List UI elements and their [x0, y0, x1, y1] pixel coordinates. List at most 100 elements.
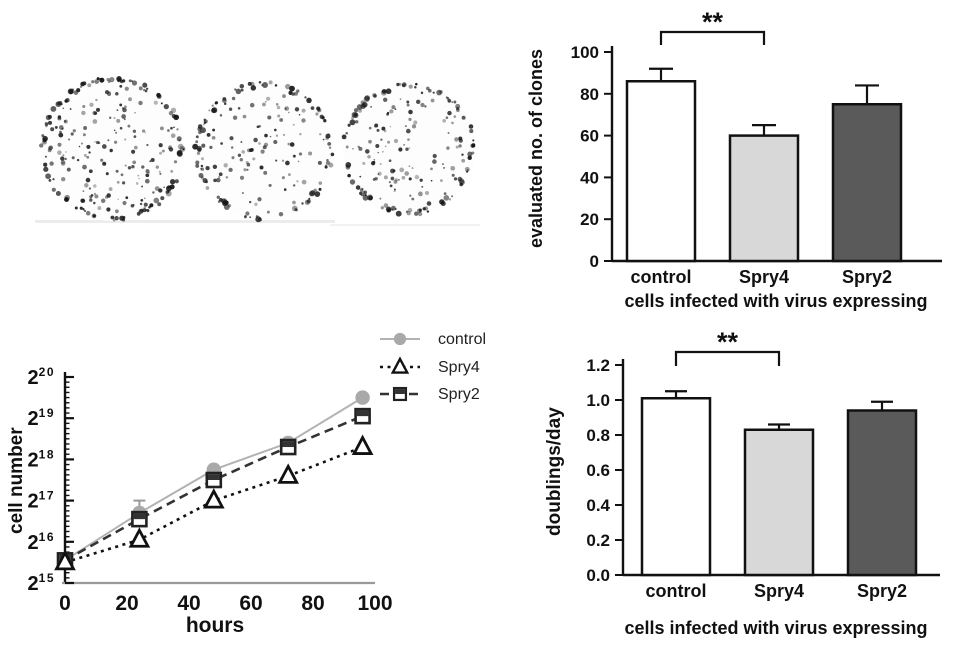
- colony-dot: [306, 198, 312, 204]
- colony-dot: [117, 198, 119, 201]
- colony-dot: [379, 197, 382, 200]
- colony-dot: [264, 133, 268, 138]
- colony-dot: [145, 173, 150, 178]
- colony-dot: [255, 215, 259, 218]
- colony-dot: [110, 215, 115, 220]
- colony-dot: [427, 88, 432, 93]
- colony-dot: [408, 147, 411, 149]
- colony-dot: [293, 184, 296, 187]
- colony-dot: [62, 154, 65, 157]
- colony-dot: [176, 150, 183, 156]
- colony-dot: [447, 131, 450, 134]
- colony-dot: [60, 161, 66, 166]
- colony-dot: [216, 195, 220, 199]
- colony-dot: [82, 133, 86, 137]
- colony-dot: [426, 210, 430, 213]
- colony-dot: [231, 96, 236, 101]
- colony-dot: [121, 114, 126, 119]
- colony-dot: [86, 155, 90, 159]
- colony-dot: [368, 139, 372, 144]
- colony-dot: [374, 125, 377, 128]
- category-label-Spry2: Spry2: [857, 581, 907, 601]
- colony-dot: [273, 139, 278, 145]
- colony-dot: [268, 183, 272, 187]
- y-tick-label: 100: [571, 43, 599, 62]
- colony-dot: [60, 156, 65, 161]
- colony-dot: [211, 107, 218, 114]
- scan-smudge: [35, 220, 335, 223]
- colony-dot: [195, 163, 200, 168]
- colony-dot: [278, 211, 284, 217]
- colony-dot: [153, 100, 158, 105]
- colony-dot: [468, 124, 474, 129]
- colony-dot: [466, 169, 469, 172]
- x-tick-label: 60: [239, 592, 262, 615]
- colony-dot: [174, 179, 179, 184]
- colony-dot: [237, 153, 242, 157]
- colony-dot: [109, 76, 115, 83]
- colony-dot: [106, 193, 111, 198]
- colony-dot: [396, 82, 400, 87]
- colony-dot: [259, 165, 264, 170]
- y-tick-label: 20: [580, 210, 599, 229]
- colony-dot: [81, 110, 86, 116]
- colony-dot: [122, 217, 126, 221]
- colony-dot: [424, 105, 427, 108]
- colony-dot: [106, 207, 111, 212]
- colony-dot: [197, 126, 202, 132]
- colony-dot: [249, 102, 255, 108]
- colony-dot: [285, 160, 290, 166]
- colony-dot: [386, 111, 390, 115]
- colony-dot: [44, 122, 49, 126]
- colony-dot: [464, 166, 470, 172]
- colony-dot: [461, 153, 464, 156]
- colony-dot: [417, 211, 423, 217]
- significance-bracket: [659, 30, 766, 45]
- colony-dot: [281, 159, 285, 162]
- colony-dot: [82, 190, 85, 192]
- colony-dot: [83, 126, 88, 130]
- colony-dot: [145, 208, 148, 212]
- colony-dot: [158, 143, 163, 148]
- colony-dot: [157, 202, 162, 207]
- colony-dot: [229, 136, 234, 141]
- colony-dot: [86, 144, 91, 149]
- significance-bracket: [674, 350, 781, 366]
- colony-dot: [355, 185, 361, 190]
- colony-dot: [243, 215, 247, 219]
- colony-dot: [377, 173, 380, 175]
- colony-dot: [78, 145, 81, 148]
- colony-dot: [124, 138, 127, 141]
- colony-dot: [288, 90, 293, 95]
- colony-dot: [301, 108, 306, 113]
- y-tick-label: 217: [28, 489, 55, 513]
- colony-dot: [82, 105, 86, 108]
- colony-dot: [243, 168, 247, 172]
- y-tick-label: 0.4: [586, 496, 610, 515]
- colony-dot: [109, 148, 113, 153]
- colony-dot: [304, 96, 307, 99]
- colony-dot: [239, 175, 245, 180]
- y-tick-label: 60: [580, 127, 599, 146]
- colony-dot: [415, 99, 421, 105]
- colony-dot: [145, 87, 149, 90]
- legend-item-Spry4: Spry4: [380, 356, 480, 376]
- colony-dot: [59, 130, 62, 134]
- legend-item-Spry2: Spry2: [380, 386, 480, 403]
- colony-dot: [153, 197, 160, 204]
- colony-dot: [106, 78, 110, 82]
- colony-dot: [223, 163, 228, 168]
- colony-dot: [283, 188, 287, 191]
- colony-dot: [43, 162, 48, 167]
- colony-dot: [197, 147, 202, 153]
- colony-dot: [222, 97, 227, 101]
- colony-dot: [55, 191, 61, 196]
- colony-dot: [472, 139, 475, 142]
- y-tick-label: 0.2: [586, 531, 610, 550]
- colony-dot: [289, 142, 295, 147]
- colony-dot: [250, 85, 257, 91]
- colony-dot: [440, 201, 446, 207]
- colony-dot: [253, 137, 258, 143]
- colony-dot: [113, 140, 118, 144]
- colony-dot: [354, 120, 359, 124]
